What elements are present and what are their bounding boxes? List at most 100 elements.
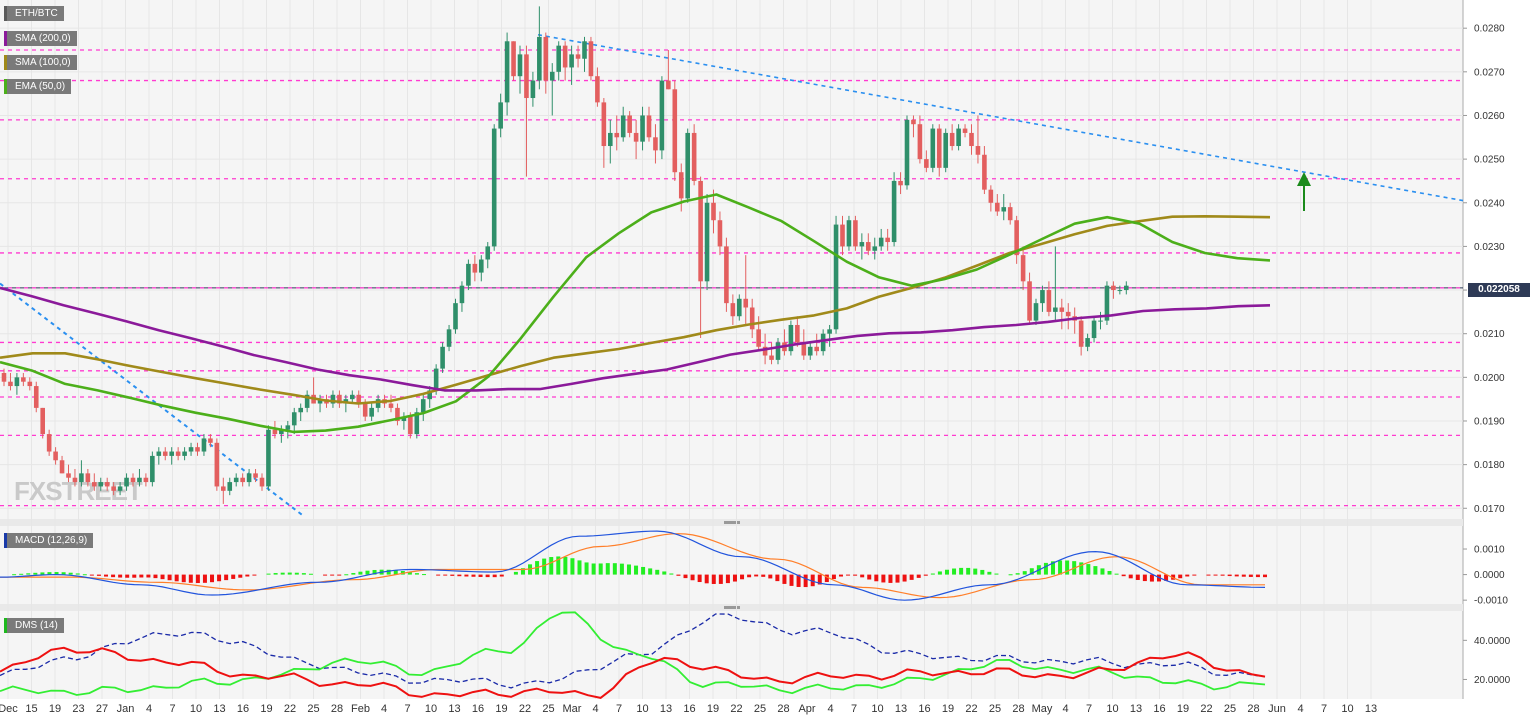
macd-histogram-bar [853, 574, 858, 576]
sma100-legend[interactable]: SMA (100,0) [4, 55, 77, 70]
candle-down [646, 115, 652, 138]
macd-histogram-bar [513, 571, 518, 575]
candle-down [59, 460, 65, 474]
sma200-line [0, 286, 1271, 392]
macd-histogram-bar [690, 574, 695, 581]
macd-legend[interactable]: MACD (12,26,9) [4, 533, 94, 548]
candle-up [943, 132, 948, 168]
macd-histogram-bar [973, 568, 978, 575]
macd-panel-bg [0, 526, 1463, 604]
x-tick-label: 28 [1012, 703, 1024, 715]
candle-down [221, 486, 226, 491]
candle-up [878, 237, 884, 247]
candle-down [214, 442, 220, 487]
candle-down [769, 355, 774, 360]
candle-up [156, 451, 162, 456]
candle-down [853, 220, 858, 247]
candle-down [1027, 281, 1032, 321]
dms-legend[interactable]: DMS (14) [4, 618, 64, 633]
up-arrow-icon [1297, 172, 1311, 211]
candle-up [904, 119, 910, 186]
candle-down [730, 303, 736, 317]
candle-up [266, 429, 271, 487]
macd-histogram-bar [1058, 560, 1063, 575]
macd-signal-line [0, 533, 1265, 599]
macd-histogram-bar [930, 573, 935, 575]
macd-histogram-bar [478, 574, 483, 577]
macd-histogram-bar [916, 574, 921, 578]
macd-histogram-bar [1220, 574, 1225, 576]
macd-histogram-bar [294, 572, 299, 575]
macd-histogram-bar [711, 574, 716, 584]
candle-up [956, 128, 961, 147]
candle-down [614, 132, 620, 138]
candle-up [201, 438, 207, 452]
candle-down [85, 473, 91, 483]
macd-histogram-bar [111, 574, 116, 578]
candle-up [1124, 285, 1129, 291]
candle-down [27, 381, 33, 387]
macd-histogram-bar [824, 574, 829, 583]
macd-histogram-bar [308, 573, 313, 575]
sma200-legend[interactable]: SMA (200,0) [4, 31, 77, 46]
candle-down [653, 137, 658, 151]
x-tick-label: 7 [169, 703, 175, 715]
ema50-legend[interactable]: EMA (50,0) [4, 79, 72, 94]
candle-down [53, 451, 58, 461]
candle-down [595, 76, 600, 103]
x-tick-label: 19 [942, 703, 954, 715]
pair-title: ETH/BTC [4, 6, 64, 21]
candle-down [562, 45, 568, 68]
macd-histogram-bar [344, 574, 349, 576]
candle-down [33, 386, 39, 408]
macd-histogram-bar [838, 574, 843, 577]
macd-histogram-bar [662, 571, 667, 575]
macd-histogram-bar [231, 574, 236, 579]
x-tick-label: 16 [237, 703, 249, 715]
candle-down [259, 477, 265, 487]
candle-up [291, 412, 297, 426]
macd-histogram-bar [224, 574, 229, 581]
macd-histogram-bar [287, 572, 292, 575]
candle-down [666, 80, 671, 90]
macd-histogram-bar [902, 574, 907, 582]
macd-histogram-bar [351, 573, 356, 575]
candle-down [8, 381, 13, 387]
candle-up [117, 486, 123, 491]
x-tick-label: 16 [683, 703, 695, 715]
candle-down [936, 128, 942, 168]
watermark: FXSTREET [14, 476, 143, 506]
y-tick-label: 0.0180 [1474, 460, 1505, 471]
x-tick-label: 4 [827, 703, 833, 715]
macd-histogram-bar [104, 574, 109, 577]
macd-histogram-bar [987, 571, 992, 575]
candle-down [1014, 220, 1019, 256]
candle-down [633, 132, 639, 142]
macd-histogram-bar [238, 574, 243, 578]
y-tick-label: 0.0170 [1474, 504, 1505, 515]
candle-up [1104, 285, 1110, 321]
candle-up [891, 180, 897, 243]
macd-histogram-bar [330, 574, 335, 576]
dms-tick-label: 20.0000 [1474, 675, 1511, 686]
candle-down [1078, 320, 1084, 347]
x-tick-label: 15 [25, 703, 37, 715]
y-tick-label: 0.0260 [1474, 111, 1505, 122]
candle-down [698, 180, 703, 282]
macd-tick-label: 0.0000 [1474, 570, 1505, 581]
x-tick-label: 13 [660, 703, 672, 715]
macd-histogram-bar [457, 574, 462, 577]
macd-histogram-bar [33, 572, 38, 575]
candle-down [678, 172, 684, 199]
x-tick-label: 16 [472, 703, 484, 715]
candle-down [949, 132, 955, 147]
candle-down [1020, 255, 1026, 282]
candle-down [253, 473, 258, 478]
macd-tick-label: -0.0010 [1474, 596, 1508, 607]
macd-histogram-bar [188, 574, 193, 583]
candle-up [620, 115, 626, 138]
candle-down [208, 438, 213, 443]
x-tick-label: 22 [284, 703, 296, 715]
candle-down [240, 477, 245, 483]
